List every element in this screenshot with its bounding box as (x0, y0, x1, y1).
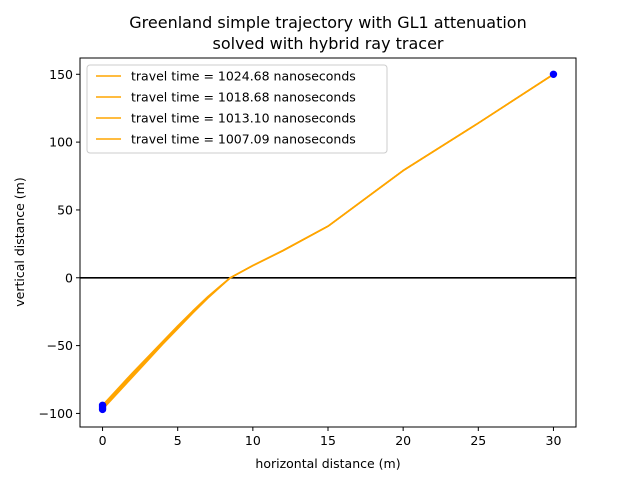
endpoint-marker-4 (98, 401, 107, 409)
y-tick-label: 150 (49, 67, 73, 82)
y-tick-label: 100 (49, 135, 73, 150)
series-line-4 (101, 73, 555, 407)
legend-label-3: travel time = 1013.10 nanoseconds (131, 111, 356, 126)
x-tick-label: 20 (395, 433, 411, 448)
endpoint-marker-5 (549, 70, 558, 78)
y-tick-label: 50 (57, 202, 73, 217)
y-axis-label: vertical distance (m) (12, 177, 27, 306)
legend-label-1: travel time = 1024.68 nanoseconds (131, 69, 356, 84)
chart-title-line-2: solved with hybrid ray tracer (213, 34, 444, 53)
x-tick-label: 5 (174, 433, 182, 448)
y-axis-ticks: −100 −50 0 50 100 150 (39, 67, 80, 421)
y-tick-label: −100 (39, 406, 73, 421)
y-tick-label: −50 (47, 338, 73, 353)
x-tick-label: 25 (470, 433, 486, 448)
x-axis-label: horizontal distance (m) (255, 456, 400, 471)
legend-box (86, 64, 388, 154)
y-tick-label: 0 (65, 270, 73, 285)
legend-label-4: travel time = 1007.09 nanoseconds (131, 132, 356, 147)
x-axis-ticks: 0 5 10 15 20 25 30 (99, 427, 562, 448)
legend: travel time = 1024.68 nanoseconds travel … (86, 64, 388, 154)
chart-title-line-1: Greenland simple trajectory with GL1 att… (129, 13, 526, 32)
x-tick-label: 10 (245, 433, 261, 448)
legend-label-2: travel time = 1018.68 nanoseconds (131, 90, 356, 105)
plot-area (80, 70, 576, 414)
x-tick-label: 15 (320, 433, 336, 448)
x-tick-label: 30 (546, 433, 562, 448)
x-tick-label: 0 (99, 433, 107, 448)
